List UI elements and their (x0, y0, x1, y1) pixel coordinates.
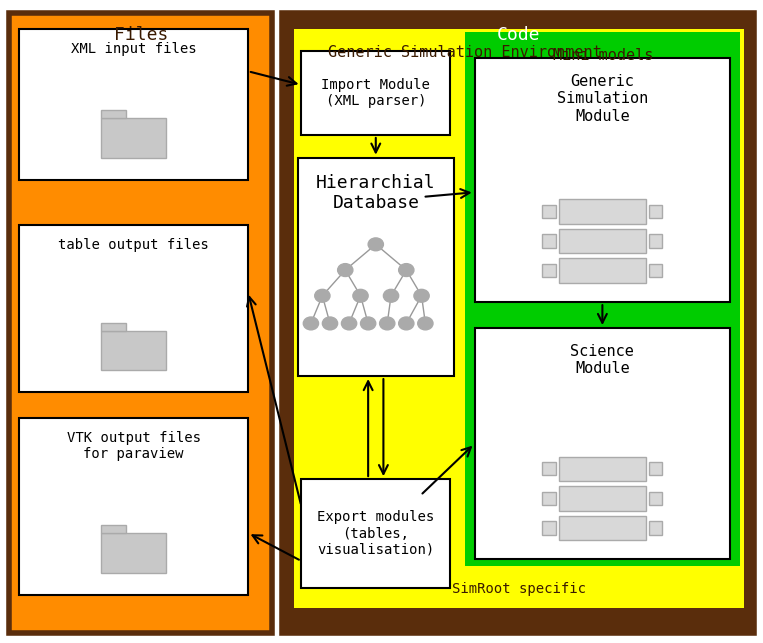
Text: Generic Simulation Environment: Generic Simulation Environment (328, 45, 602, 60)
Text: XML input files: XML input files (71, 42, 196, 56)
Bar (559, 516, 646, 540)
Bar (649, 205, 662, 218)
Text: Import Module
(XML parser): Import Module (XML parser) (321, 78, 430, 108)
Bar (542, 462, 556, 475)
Text: Science
Module: Science Module (571, 344, 634, 376)
Circle shape (360, 317, 375, 330)
Circle shape (414, 289, 429, 302)
Bar (101, 525, 126, 533)
Bar (542, 492, 556, 505)
Bar (465, 32, 740, 566)
Bar (101, 331, 166, 370)
Bar (559, 258, 646, 283)
Bar (19, 225, 248, 392)
Bar (294, 389, 744, 608)
Bar (101, 111, 126, 118)
Bar (301, 479, 450, 588)
Circle shape (303, 317, 318, 330)
Bar (559, 486, 646, 511)
Bar (101, 118, 166, 158)
Bar (19, 418, 248, 595)
Text: Mini models: Mini models (552, 48, 653, 63)
Bar (542, 205, 556, 218)
Bar (9, 13, 272, 633)
Circle shape (353, 289, 368, 302)
Bar (542, 235, 556, 248)
Circle shape (337, 264, 353, 276)
Bar (282, 13, 754, 633)
Circle shape (379, 317, 395, 330)
Circle shape (368, 238, 383, 251)
Circle shape (342, 317, 356, 330)
Bar (542, 264, 556, 277)
Bar (542, 521, 556, 534)
Bar (101, 323, 126, 331)
Bar (649, 521, 662, 534)
Bar (559, 457, 646, 481)
Circle shape (398, 264, 414, 276)
Text: Files: Files (114, 26, 168, 44)
Circle shape (315, 289, 330, 302)
Bar (298, 158, 454, 376)
Bar (101, 533, 166, 573)
Text: Hierarchial
Database: Hierarchial Database (316, 174, 436, 212)
Text: Export modules
(tables,
visualisation): Export modules (tables, visualisation) (317, 511, 434, 557)
Text: Generic
Simulation
Module: Generic Simulation Module (557, 74, 648, 123)
Bar (649, 492, 662, 505)
Text: Code: Code (496, 26, 540, 44)
Bar (294, 29, 744, 608)
Bar (559, 229, 646, 253)
Bar (649, 264, 662, 277)
Bar (301, 51, 450, 135)
Bar (19, 29, 248, 180)
Circle shape (322, 317, 337, 330)
Bar (475, 328, 730, 559)
Text: VTK output files
for paraview: VTK output files for paraview (66, 431, 201, 461)
Bar (649, 462, 662, 475)
Text: table output files: table output files (58, 238, 209, 252)
Circle shape (418, 317, 433, 330)
Bar (475, 58, 730, 302)
Circle shape (398, 317, 414, 330)
Circle shape (383, 289, 398, 302)
Bar (649, 235, 662, 248)
Text: SimRoot specific: SimRoot specific (452, 582, 586, 596)
Bar (559, 199, 646, 224)
